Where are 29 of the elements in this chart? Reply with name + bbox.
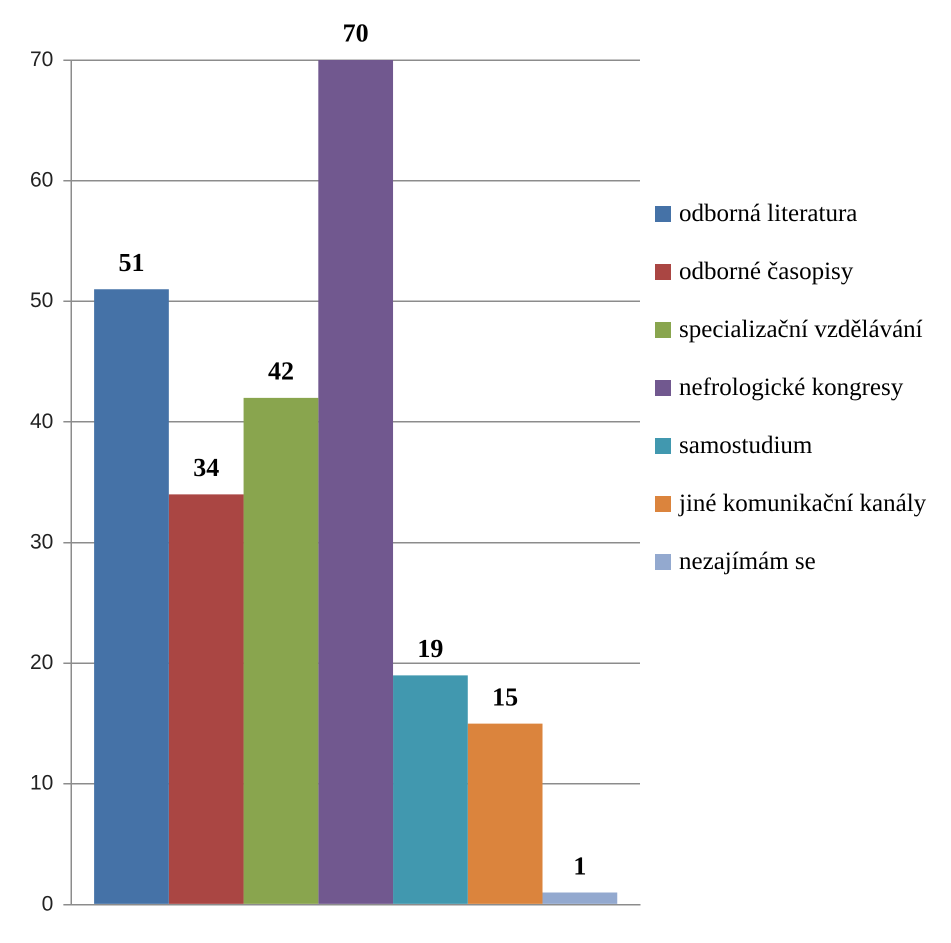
bar bbox=[94, 289, 169, 904]
data-label: 51 bbox=[118, 248, 144, 277]
y-tick-label: 70 bbox=[30, 48, 54, 71]
y-tick-label: 10 bbox=[30, 772, 54, 795]
legend-label: odborné časopisy bbox=[679, 258, 854, 286]
bar bbox=[318, 60, 394, 904]
legend-label: samostudium bbox=[679, 432, 812, 460]
data-label: 1 bbox=[573, 851, 586, 880]
data-label: 34 bbox=[193, 453, 220, 482]
bar bbox=[244, 398, 318, 904]
legend-label: nezajímám se bbox=[679, 548, 816, 576]
y-tick-label: 60 bbox=[30, 168, 54, 192]
y-tick-label: 40 bbox=[30, 410, 54, 433]
legend-label: nefrologické kongresy bbox=[679, 374, 904, 402]
y-tick-label: 20 bbox=[30, 651, 54, 674]
data-label: 42 bbox=[268, 356, 294, 386]
y-tick-label: 50 bbox=[30, 289, 54, 312]
data-label: 19 bbox=[417, 634, 444, 664]
y-tick-label: 0 bbox=[42, 892, 54, 916]
bar bbox=[542, 892, 618, 904]
bar bbox=[393, 675, 468, 904]
legend-label: odborná literatura bbox=[679, 200, 858, 228]
data-label: 15 bbox=[492, 682, 518, 712]
bar bbox=[468, 724, 543, 904]
legend-label: jiné komunikační kanály bbox=[679, 490, 926, 518]
legend-label: specializační vzdělávání bbox=[679, 316, 923, 344]
y-tick-label: 30 bbox=[30, 530, 54, 554]
data-label: 70 bbox=[342, 18, 369, 48]
bar bbox=[168, 494, 244, 904]
